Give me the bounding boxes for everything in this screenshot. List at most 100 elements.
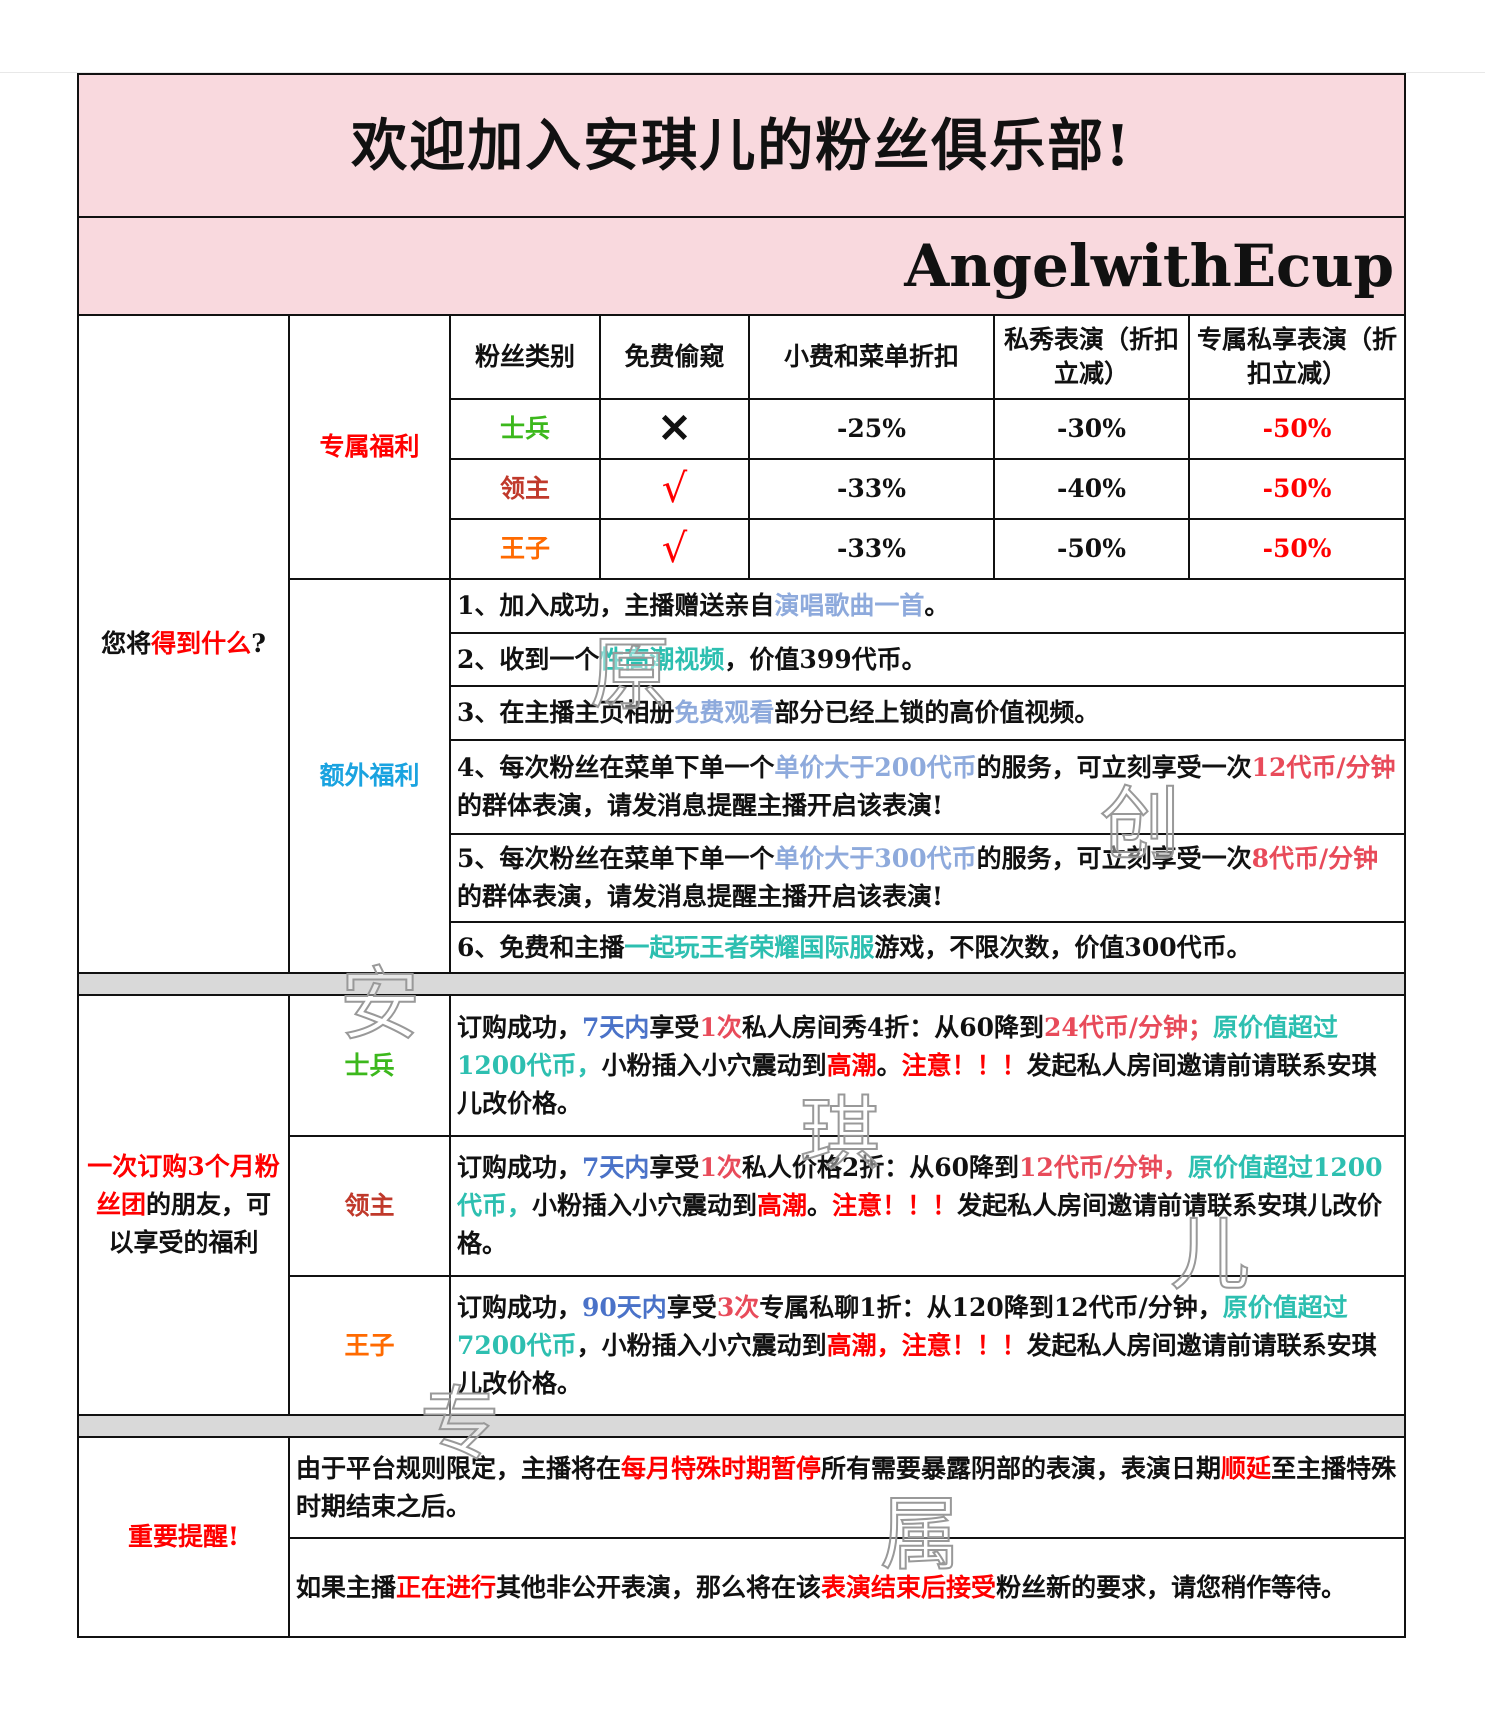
- text-segment: 享受: [649, 1153, 700, 1182]
- check-icon: √: [599, 458, 750, 520]
- text-segment: 每月特殊时期暂停: [621, 1453, 822, 1483]
- page-divider: [0, 72, 1485, 73]
- extra-item: 1、加入成功，主播赠送亲自演唱歌曲一首。: [448, 578, 1407, 634]
- text-segment: 订购成功，: [457, 1153, 583, 1182]
- text-segment: ，小粉插入小穴震动到: [576, 1330, 827, 1360]
- text-segment: 专属私聊1折：从120降到12代币/分钟，: [759, 1292, 1223, 1322]
- text-segment: 您将: [101, 629, 152, 658]
- check-icon: √: [599, 518, 750, 580]
- exclusive-discount: -50%: [1187, 458, 1407, 520]
- text-segment: 如果主播: [296, 1572, 397, 1602]
- text-segment: 1次: [699, 1153, 742, 1182]
- text-segment: 正在进行: [396, 1572, 497, 1602]
- tip-discount: -33%: [748, 458, 995, 520]
- text-segment: 6、免费和主播: [457, 932, 625, 962]
- extra-label: 额外福利: [288, 578, 451, 974]
- text-segment: 至主播特殊时期结束之后。: [296, 1453, 1397, 1521]
- text-segment: 3次: [716, 1292, 760, 1322]
- text-segment: 私人价格2折：从60降到: [741, 1153, 1020, 1182]
- page-title: 欢迎加入安琪儿的粉丝俱乐部!: [76, 73, 1407, 218]
- text-segment: 部分已经上锁的高价值视频。: [774, 698, 1100, 727]
- subscribe-label: 一次订购3个月粉丝团的朋友，可以享受的福利: [77, 994, 290, 1416]
- extra-item: 2、收到一个性高潮视频，价值399代币。: [448, 632, 1407, 687]
- text-segment: 所有需要暴露阴部的表演，表演日期: [821, 1453, 1222, 1483]
- subscribe-benefit: 订购成功，90天内享受3次专属私聊1折：从120降到12代币/分钟，原价值超过7…: [448, 1275, 1407, 1416]
- cross-icon: ✕: [599, 398, 750, 460]
- text-segment: 一起玩王者荣耀国际服: [624, 932, 875, 962]
- text-segment: 享受: [649, 1012, 700, 1042]
- tier-prince: 王子: [449, 518, 601, 580]
- text-segment: 注意！！！: [832, 1191, 958, 1220]
- text-segment: 一次订购3个月粉丝团: [87, 1152, 280, 1219]
- text-segment: 性高潮视频: [599, 644, 725, 674]
- text-segment: 。: [876, 1050, 902, 1080]
- text-segment: 游戏，不限次数，价值300代币。: [874, 932, 1252, 962]
- text-segment: 1次: [699, 1012, 742, 1042]
- extra-item: 6、免费和主播一起玩王者荣耀国际服游戏，不限次数，价值300代币。: [448, 921, 1407, 974]
- text-segment: 高潮: [826, 1050, 877, 1080]
- exclusive-discount: -50%: [1187, 398, 1407, 460]
- text-segment: 得到什么: [151, 629, 252, 658]
- text-segment: ?: [251, 629, 266, 658]
- text-segment: 发起私人房间邀请前请联系安琪儿改价格。: [457, 1330, 1377, 1398]
- exclusive-label: 专属福利: [288, 314, 451, 580]
- extra-item: 3、在主播主页相册免费观看部分已经上锁的高价值视频。: [448, 685, 1407, 741]
- text-segment: 高潮，注意！！！: [826, 1330, 1027, 1360]
- text-segment: 享受: [666, 1292, 717, 1322]
- text-segment: 原价值超过1200代币，: [457, 1012, 1338, 1080]
- text-segment: 原价值超过7200代币: [457, 1292, 1348, 1360]
- reminder-item: 由于平台规则限定，主播将在每月特殊时期暂停所有需要暴露阴部的表演，表演日期顺延至…: [287, 1436, 1407, 1539]
- left-label: 您将得到什么?: [77, 314, 290, 974]
- text-segment: 的服务，可立刻享受一次: [976, 844, 1252, 873]
- text-segment: 2、收到一个: [457, 644, 600, 674]
- section-divider: [76, 972, 1407, 996]
- text-segment: 免费观看: [674, 698, 775, 727]
- private-discount: -40%: [993, 458, 1190, 520]
- fan-club-table: 欢迎加入安琪儿的粉丝俱乐部! AngelwithEcup 您将得到什么? 专属福…: [76, 73, 1407, 1638]
- text-segment: 的服务，可立刻享受一次: [976, 753, 1252, 782]
- text-segment: 的群体表演，请发消息提醒主播开启该表演!: [457, 791, 943, 820]
- text-segment: 顺延: [1221, 1453, 1272, 1483]
- text-segment: 注意！！！: [901, 1050, 1027, 1080]
- text-segment: 小粉插入小穴震动到: [601, 1050, 827, 1080]
- exclusive-discount: -50%: [1187, 518, 1407, 580]
- extra-item: 4、每次粉丝在菜单下单一个单价大于200代币的服务，可立刻享受一次12代币/分钟…: [448, 739, 1407, 835]
- header-exclusive: 专属私享表演（折扣立减）: [1187, 314, 1407, 400]
- text-segment: 发起私人房间邀请前请联系安琪儿改价格。: [457, 1050, 1377, 1118]
- text-segment: 8代币/分钟: [1251, 844, 1379, 873]
- header-private: 私秀表演（折扣立减）: [993, 314, 1190, 400]
- text-segment: 单价大于300代币: [774, 844, 977, 873]
- header-tip: 小费和菜单折扣: [748, 314, 995, 400]
- tier-prince: 王子: [288, 1275, 451, 1416]
- header-tier: 粉丝类别: [449, 314, 601, 400]
- text-segment: 其他非公开表演，那么将在该: [496, 1572, 822, 1602]
- text-segment: 。: [807, 1191, 833, 1220]
- text-segment: 3、在主播主页相册: [457, 698, 675, 727]
- text-segment: 7天内: [582, 1012, 650, 1042]
- subscribe-benefit: 订购成功，7天内享受1次私人房间秀4折：从60降到24代币/分钟；原价值超过12…: [448, 994, 1407, 1137]
- reminder-label: 重要提醒!: [77, 1436, 290, 1638]
- text-segment: 5、每次粉丝在菜单下单一个: [457, 844, 775, 873]
- extra-item: 5、每次粉丝在菜单下单一个单价大于300代币的服务，可立刻享受一次8代币/分钟的…: [448, 833, 1407, 923]
- tier-soldier: 士兵: [449, 398, 601, 460]
- subscribe-benefit: 订购成功，7天内享受1次私人价格2折：从60降到12代币/分钟，原价值超过120…: [448, 1135, 1407, 1277]
- tier-soldier: 士兵: [288, 994, 451, 1137]
- text-segment: 演唱歌曲一首: [774, 591, 925, 620]
- header-peek: 免费偷窥: [599, 314, 750, 400]
- text-segment: 原价值超过1200代币，: [457, 1153, 1383, 1220]
- tip-discount: -25%: [748, 398, 995, 460]
- private-discount: -50%: [993, 518, 1190, 580]
- text-segment: 12代币/分钟，: [1019, 1153, 1188, 1182]
- text-segment: 发起私人房间邀请前请联系安琪儿改价格。: [457, 1191, 1383, 1258]
- text-segment: 4、每次粉丝在菜单下单一个: [457, 753, 775, 782]
- text-segment: 订购成功，: [457, 1012, 583, 1042]
- text-segment: 7天内: [582, 1153, 650, 1182]
- text-segment: 表演结束后接受: [821, 1572, 997, 1602]
- text-segment: 12代币/分钟: [1251, 753, 1396, 782]
- text-segment: 小粉插入小穴震动到: [532, 1191, 758, 1220]
- tip-discount: -33%: [748, 518, 995, 580]
- section-divider: [76, 1414, 1407, 1438]
- text-segment: 私人房间秀4折：从60降到: [741, 1012, 1045, 1042]
- text-segment: 由于平台规则限定，主播将在: [296, 1453, 622, 1483]
- text-segment: 的朋友，可以享受的福利: [108, 1190, 272, 1257]
